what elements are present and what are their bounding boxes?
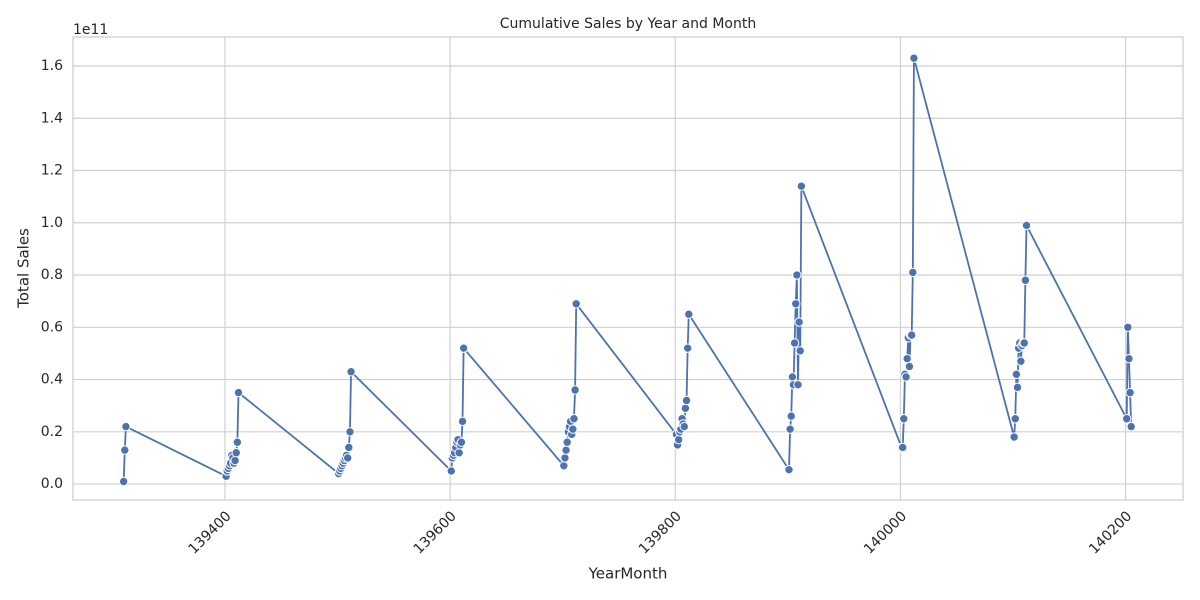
y-offset-label: 1e11 <box>73 22 108 38</box>
data-point <box>1125 387 1135 398</box>
data-point <box>789 338 800 348</box>
data-point <box>680 403 691 413</box>
y-tick-label: 1.2 <box>41 163 63 179</box>
data-point <box>232 437 243 447</box>
x-tick-label: 139800 <box>636 508 685 557</box>
data-point <box>458 343 469 353</box>
data-point <box>681 395 692 406</box>
data-line <box>122 57 1133 482</box>
data-point <box>897 442 908 453</box>
data-point <box>562 437 572 447</box>
data-point <box>446 466 456 476</box>
data-point <box>1123 322 1133 332</box>
data-point <box>679 421 689 432</box>
data-point <box>230 455 240 466</box>
data-point <box>796 181 807 191</box>
data-point <box>120 445 130 455</box>
data-point <box>786 411 796 421</box>
data-point <box>909 53 919 63</box>
data-point <box>899 414 909 424</box>
plot-frame <box>72 36 1184 501</box>
data-point <box>344 442 354 453</box>
data-point <box>1019 338 1029 348</box>
data-point <box>791 299 801 309</box>
data-point <box>346 367 356 377</box>
data-point <box>901 372 911 382</box>
data-point <box>231 448 241 458</box>
data-point <box>342 453 353 463</box>
y-tick-label: 1.0 <box>41 215 63 231</box>
x-tick-label: 140200 <box>1086 508 1135 557</box>
y-tick-label: 0.6 <box>41 319 63 335</box>
y-tick-label: 0.0 <box>41 476 63 492</box>
data-point <box>345 427 355 437</box>
data-point <box>121 421 131 432</box>
y-tick-label: 0.4 <box>41 372 63 388</box>
y-tick-label: 1.6 <box>41 58 63 74</box>
data-point <box>684 309 694 319</box>
x-tick-label: 139400 <box>186 508 235 557</box>
data-point <box>784 464 794 475</box>
chart-title: Cumulative Sales by Year and Month <box>500 16 756 32</box>
y-axis-label: Total Sales <box>15 228 33 309</box>
data-point <box>1020 275 1031 285</box>
y-tick-label: 1.4 <box>41 110 63 126</box>
data-point <box>570 385 580 395</box>
data-point <box>561 445 571 455</box>
data-point <box>118 476 129 487</box>
data-point <box>1012 382 1023 393</box>
data-point <box>1021 220 1032 231</box>
x-tick-label: 139600 <box>411 508 460 557</box>
data-point <box>794 317 804 327</box>
data-point <box>906 330 917 340</box>
data-point <box>673 434 684 445</box>
data-point <box>1124 353 1134 364</box>
data-point <box>1009 432 1019 442</box>
data-point <box>560 453 570 463</box>
data-point <box>795 346 805 356</box>
data-point <box>568 424 578 434</box>
data-point <box>1016 356 1026 366</box>
data-point <box>569 414 579 424</box>
data-point <box>1010 414 1020 424</box>
x-axis-label: YearMonth <box>588 565 668 583</box>
data-point <box>787 372 798 382</box>
data-point <box>457 416 468 427</box>
data-point <box>1126 421 1136 432</box>
data-point <box>1011 369 1022 380</box>
x-tick-label: 140000 <box>861 508 910 557</box>
data-point <box>793 380 803 390</box>
y-tick-label: 0.2 <box>41 424 63 440</box>
data-point <box>571 299 581 309</box>
data-point <box>559 461 569 471</box>
y-tick-label: 0.8 <box>41 267 63 283</box>
data-point <box>233 387 244 398</box>
data-point <box>454 448 464 458</box>
data-point <box>785 424 795 434</box>
data-point <box>456 437 467 447</box>
data-point <box>682 343 693 353</box>
data-point <box>902 353 912 364</box>
data-point <box>908 267 918 278</box>
data-point <box>1122 414 1132 424</box>
data-point <box>904 361 915 372</box>
data-point <box>792 270 802 280</box>
